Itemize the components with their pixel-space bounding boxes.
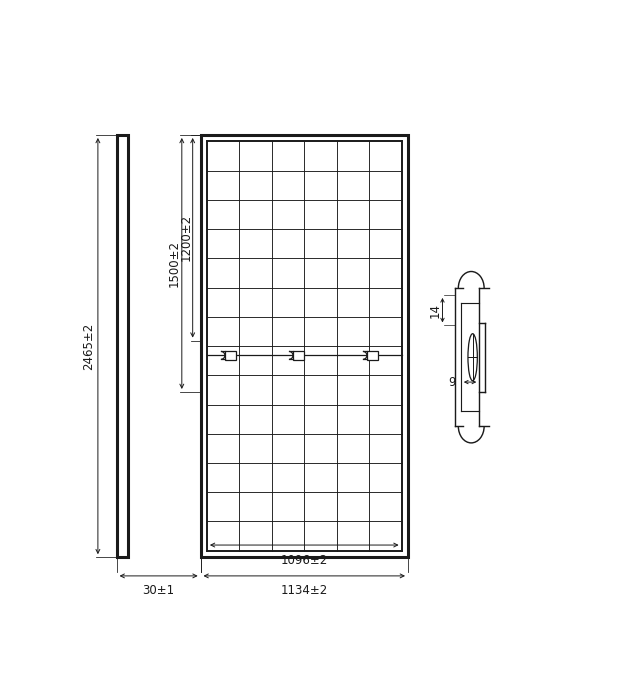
Bar xyxy=(201,135,408,557)
Text: 1200±2: 1200±2 xyxy=(179,214,192,261)
Text: 2465±2: 2465±2 xyxy=(83,323,96,370)
Text: 9: 9 xyxy=(448,376,456,388)
Ellipse shape xyxy=(468,334,477,381)
Bar xyxy=(293,351,304,360)
Text: 1096±2: 1096±2 xyxy=(281,554,328,567)
Bar xyxy=(225,351,236,360)
Text: 30±1: 30±1 xyxy=(143,584,175,597)
Bar xyxy=(117,135,127,557)
Text: 14: 14 xyxy=(429,302,442,318)
Text: 1134±2: 1134±2 xyxy=(281,584,328,597)
Bar xyxy=(207,142,401,551)
Text: 1500±2: 1500±2 xyxy=(168,240,180,287)
Bar xyxy=(367,351,378,360)
